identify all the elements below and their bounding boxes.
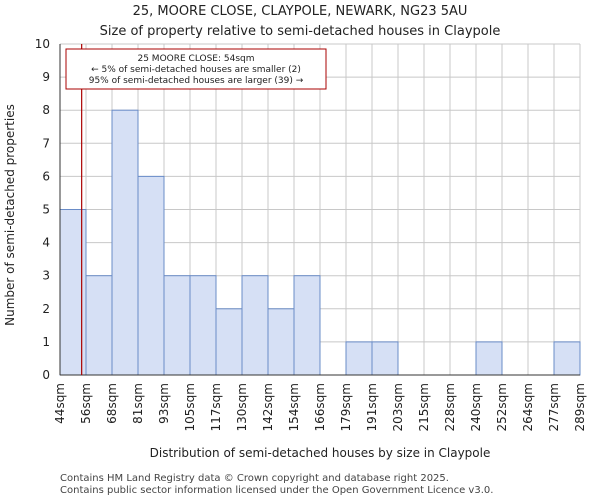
histogram-bar (111, 109, 139, 376)
histogram-bar (371, 341, 399, 376)
x-tick-label: 289sqm (573, 383, 587, 431)
x-tick-label: 252sqm (495, 383, 509, 431)
chart-subtitle: Size of property relative to semi-detach… (100, 24, 501, 39)
y-tick-label: 1 (42, 335, 50, 349)
axes-layer (59, 44, 580, 376)
chart-title: 25, MOORE CLOSE, CLAYPOLE, NEWARK, NG23 … (133, 4, 468, 19)
y-tick-label: 3 (42, 269, 50, 283)
bars-layer (59, 109, 581, 376)
footer-copyright: Contains HM Land Registry data © Crown c… (60, 473, 449, 484)
x-tick-label: 130sqm (235, 383, 249, 431)
histogram-bar (553, 341, 581, 376)
marker-layer: 25 MOORE CLOSE: 54sqm← 5% of semi-detach… (65, 44, 327, 375)
y-tick-label: 0 (42, 368, 50, 382)
y-tick-label: 5 (42, 203, 50, 217)
histogram-bar (241, 275, 269, 376)
y-tick-label: 9 (42, 70, 50, 84)
x-tick-label: 215sqm (417, 383, 431, 431)
x-tick-label: 117sqm (209, 383, 223, 431)
histogram-bar (85, 275, 113, 376)
histogram-bar (189, 275, 217, 376)
annotation-box (65, 48, 327, 90)
x-tick-label: 179sqm (339, 383, 353, 431)
y-tick-label: 4 (42, 236, 50, 250)
histogram-bar (293, 275, 321, 376)
histogram-bar (267, 308, 295, 376)
x-tick-label: 68sqm (105, 383, 119, 424)
y-tick-label: 7 (42, 136, 50, 150)
annotation-line: 95% of semi-detached houses are larger (… (89, 76, 304, 86)
x-tick-label: 81sqm (131, 383, 145, 424)
histogram-bar (137, 175, 165, 376)
histogram-bar (345, 341, 373, 376)
x-tick-label: 142sqm (261, 383, 275, 431)
x-tick-label: 93sqm (157, 383, 171, 424)
x-tick-label: 191sqm (365, 383, 379, 431)
x-tick-label: 264sqm (521, 383, 535, 431)
footer-licence: Contains public sector information licen… (60, 485, 494, 496)
y-axis-label: Number of semi-detached properties (3, 104, 17, 326)
histogram-bar (215, 308, 243, 376)
y-tick-label: 8 (42, 103, 50, 117)
histogram-bar (475, 341, 503, 376)
y-tick-label: 10 (35, 37, 50, 51)
x-tick-label: 228sqm (443, 383, 457, 431)
x-tick-label: 154sqm (287, 383, 301, 431)
annotation-line: 25 MOORE CLOSE: 54sqm (137, 54, 254, 64)
y-tick-label: 2 (42, 302, 50, 316)
x-tick-label: 105sqm (183, 383, 197, 431)
x-axis-label: Distribution of semi-detached houses by … (150, 446, 491, 460)
x-tick-label: 166sqm (313, 383, 327, 431)
histogram-bar (163, 275, 191, 376)
x-tick-label: 277sqm (547, 383, 561, 431)
x-tick-label: 56sqm (79, 383, 93, 424)
x-tick-label: 240sqm (469, 383, 483, 431)
annotation-line: ← 5% of semi-detached houses are smaller… (91, 65, 301, 75)
x-tick-label: 44sqm (53, 383, 67, 424)
ticks-layer: 0 1 2 3 4 5 6 7 8 9 10 44sqm 56sqm 68sqm 81sqm 93sqm 105… (35, 37, 587, 431)
x-tick-label: 203sqm (391, 383, 405, 431)
y-tick-label: 6 (42, 169, 50, 183)
